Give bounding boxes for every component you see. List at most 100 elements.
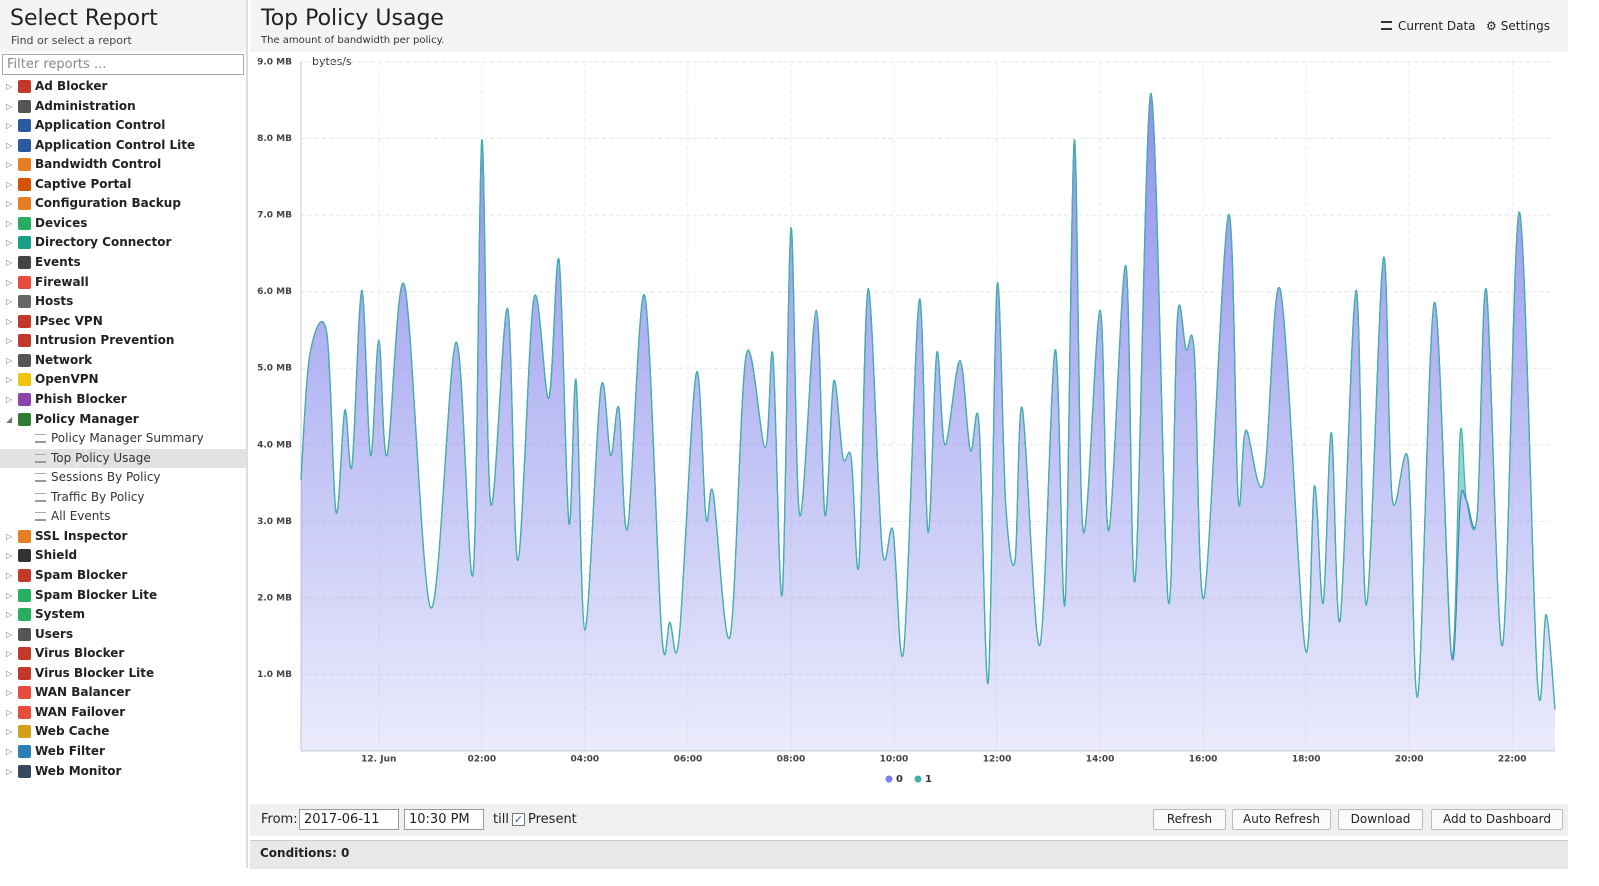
button-label: Current Data: [1398, 19, 1476, 33]
report-category[interactable]: ▷ OpenVPN: [0, 370, 246, 389]
category-icon: [18, 627, 31, 641]
category-label: Firewall: [35, 274, 89, 289]
report-category[interactable]: ▷ Spam Blocker Lite: [0, 586, 246, 605]
report-category[interactable]: ▷ Shield: [0, 546, 246, 565]
x-tick-label: 10:00: [880, 755, 909, 765]
x-tick-label: 08:00: [777, 755, 806, 765]
legend-label: 0: [896, 774, 903, 785]
report-category[interactable]: ▷ WAN Balancer: [0, 683, 246, 702]
category-label: Application Control Lite: [35, 137, 196, 152]
report-category[interactable]: ▷ Virus Blocker Lite: [0, 664, 246, 683]
expand-arrow: ▷: [6, 571, 13, 580]
conditions-label[interactable]: Conditions: 0: [260, 846, 350, 860]
report-category[interactable]: ▷ Bandwidth Control: [0, 155, 246, 174]
category-label: Spam Blocker Lite: [35, 587, 158, 602]
report-category[interactable]: ◢ Policy Manager: [0, 410, 246, 429]
category-icon: [18, 373, 31, 387]
report-category[interactable]: ▷ Web Filter: [0, 742, 246, 761]
present-label: Present: [528, 812, 577, 827]
category-label: Shield: [35, 548, 78, 563]
page-subtitle: The amount of bandwidth per policy.: [261, 35, 445, 46]
filter-input[interactable]: Filter reports ...: [2, 54, 244, 75]
report-category[interactable]: ▷ Virus Blocker: [0, 644, 246, 663]
add-dashboard-button[interactable]: Add to Dashboard: [1431, 809, 1563, 830]
expand-arrow: ▷: [6, 140, 13, 150]
time-field[interactable]: 10:30 PM: [404, 809, 484, 830]
report-category[interactable]: ▷ Spam Blocker: [0, 566, 246, 585]
report-category[interactable]: ▷ Hosts: [0, 292, 246, 311]
till-label: till: [493, 812, 509, 827]
report-category[interactable]: ▷ Administration: [0, 97, 246, 116]
category-label: Virus Blocker Lite: [35, 665, 155, 680]
report-category[interactable]: ▷ Network: [0, 351, 246, 370]
category-label: SSL Inspector: [35, 528, 128, 543]
category-icon: [18, 725, 31, 739]
report-category[interactable]: ▷ Application Control Lite: [0, 136, 246, 155]
report-item[interactable]: Sessions By Policy: [0, 468, 246, 487]
report-category[interactable]: ▷ Directory Connector: [0, 233, 246, 252]
report-item[interactable]: All Events: [0, 507, 246, 526]
report-item[interactable]: Policy Manager Summary: [0, 429, 246, 448]
category-label: Web Monitor: [35, 763, 122, 778]
category-icon: [18, 177, 31, 191]
auto-refresh-button[interactable]: Auto Refresh: [1232, 809, 1331, 830]
expand-arrow: ▷: [6, 668, 13, 678]
category-label: Configuration Backup: [35, 196, 181, 211]
category-label: System: [35, 607, 85, 622]
report-category[interactable]: ▷ Firewall: [0, 273, 246, 292]
report-icon: [35, 512, 46, 522]
expand-arrow: ▷: [6, 375, 13, 385]
report-category[interactable]: ▷ IPsec VPN: [0, 312, 246, 331]
expand-arrow: ▷: [6, 101, 13, 111]
report-category[interactable]: ▷ Phish Blocker: [0, 390, 246, 409]
y-tick-label: 4.0 MB: [257, 440, 292, 450]
legend-label: 1: [925, 774, 932, 785]
report-category[interactable]: ▷ WAN Failover: [0, 703, 246, 722]
report-item[interactable]: Top Policy Usage: [0, 448, 246, 468]
report-icon: [35, 434, 46, 444]
expand-arrow: ▷: [6, 160, 13, 170]
category-label: WAN Balancer: [35, 685, 131, 700]
report-category[interactable]: ▷ System: [0, 605, 246, 624]
category-icon: [18, 80, 31, 93]
report-icon: [35, 453, 46, 463]
legend-marker: [914, 775, 922, 783]
report-category[interactable]: ▷ Configuration Backup: [0, 194, 246, 213]
report-category[interactable]: ▷ Intrusion Prevention: [0, 331, 246, 350]
category-label: Policy Manager: [35, 411, 139, 426]
report-category[interactable]: ▷ Captive Portal: [0, 175, 246, 194]
report-category[interactable]: ▷ Ad Blocker: [0, 77, 246, 96]
report-label: Policy Manager Summary: [51, 431, 204, 446]
settings-button[interactable]: ⚙ Settings: [1486, 19, 1550, 33]
report-category[interactable]: ▷ Web Cache: [0, 722, 246, 741]
sidebar-subtitle: Find or select a report: [11, 34, 132, 47]
x-tick-label: 20:00: [1395, 755, 1424, 765]
download-button[interactable]: Download: [1338, 809, 1423, 830]
category-icon: [18, 99, 31, 113]
report-label: Sessions By Policy: [51, 470, 161, 485]
report-item[interactable]: Traffic By Policy: [0, 488, 246, 507]
series-area: [301, 93, 1555, 751]
y-tick-label: 3.0 MB: [257, 517, 292, 527]
report-label: Top Policy Usage: [51, 450, 151, 465]
expand-arrow: ▷: [6, 629, 13, 639]
present-checkbox[interactable]: ✓: [512, 813, 525, 826]
refresh-button[interactable]: Refresh: [1153, 809, 1226, 830]
expand-arrow: ▷: [6, 688, 13, 698]
report-category[interactable]: ▷ Application Control: [0, 116, 246, 135]
report-category[interactable]: ▷ SSL Inspector: [0, 527, 246, 546]
report-category[interactable]: ▷ Users: [0, 625, 246, 644]
report-icon: [35, 492, 46, 502]
report-category[interactable]: ▷ Web Monitor: [0, 762, 246, 781]
report-category[interactable]: ▷ Events: [0, 253, 246, 272]
report-category[interactable]: ▷ Devices: [0, 214, 246, 233]
category-label: Application Control: [35, 118, 166, 133]
category-icon: [18, 764, 31, 778]
category-icon: [18, 412, 31, 426]
page-title: Top Policy Usage: [261, 6, 444, 31]
category-icon: [18, 608, 31, 622]
date-field[interactable]: 2017-06-11: [299, 809, 399, 830]
category-icon: [18, 158, 31, 172]
expand-arrow: ▷: [6, 766, 13, 776]
current-data-button[interactable]: Current Data: [1381, 19, 1476, 33]
